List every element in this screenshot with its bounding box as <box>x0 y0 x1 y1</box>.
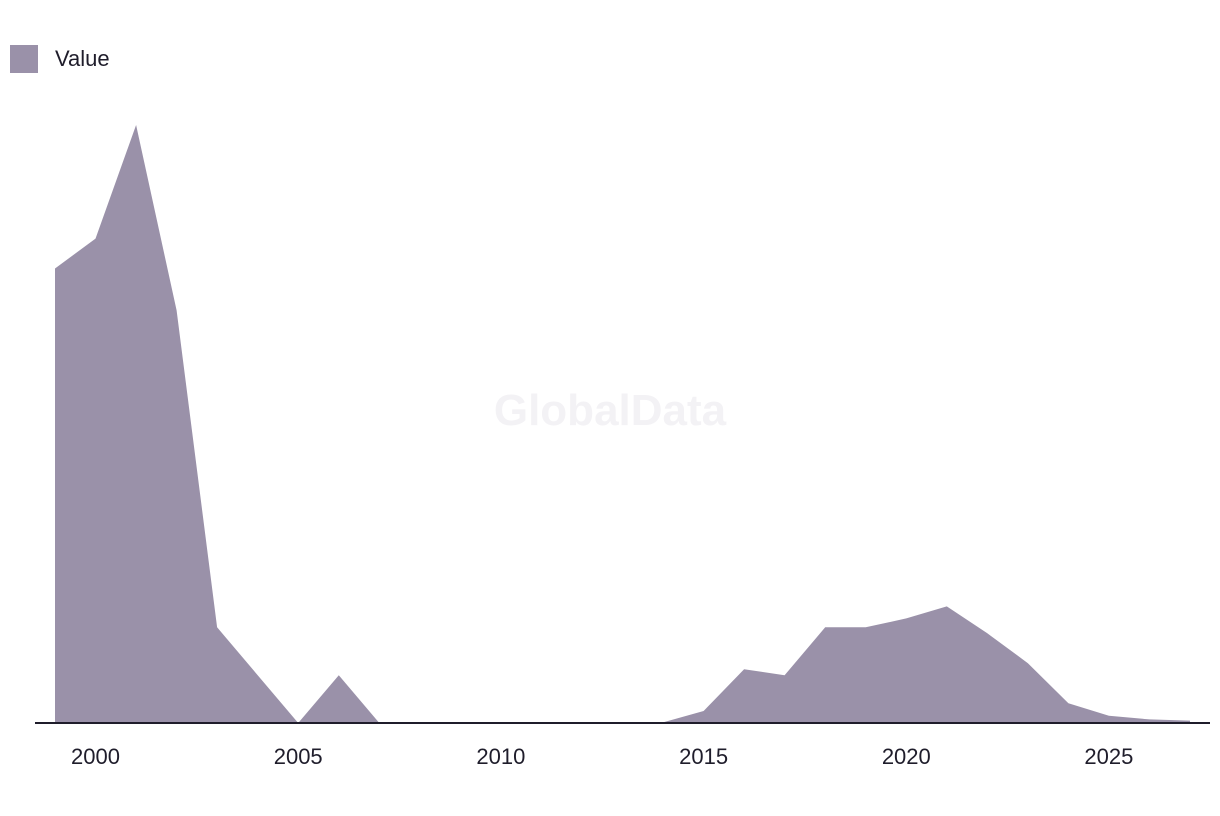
x-tick-label-2020: 2020 <box>882 744 931 769</box>
x-tick-label-2025: 2025 <box>1084 744 1133 769</box>
watermark: GlobalData <box>494 386 727 435</box>
plot-area <box>55 125 1190 723</box>
x-tick-label-2015: 2015 <box>679 744 728 769</box>
legend-label-value: Value <box>55 46 110 71</box>
legend: Value <box>10 45 110 73</box>
legend-swatch-value <box>10 45 38 73</box>
x-tick-label-2010: 2010 <box>476 744 525 769</box>
x-tick-label-2000: 2000 <box>71 744 120 769</box>
x-axis-ticks: 2000 2005 2010 2015 2020 2025 <box>71 744 1133 769</box>
area-series-value <box>55 125 1190 723</box>
x-tick-label-2005: 2005 <box>274 744 323 769</box>
